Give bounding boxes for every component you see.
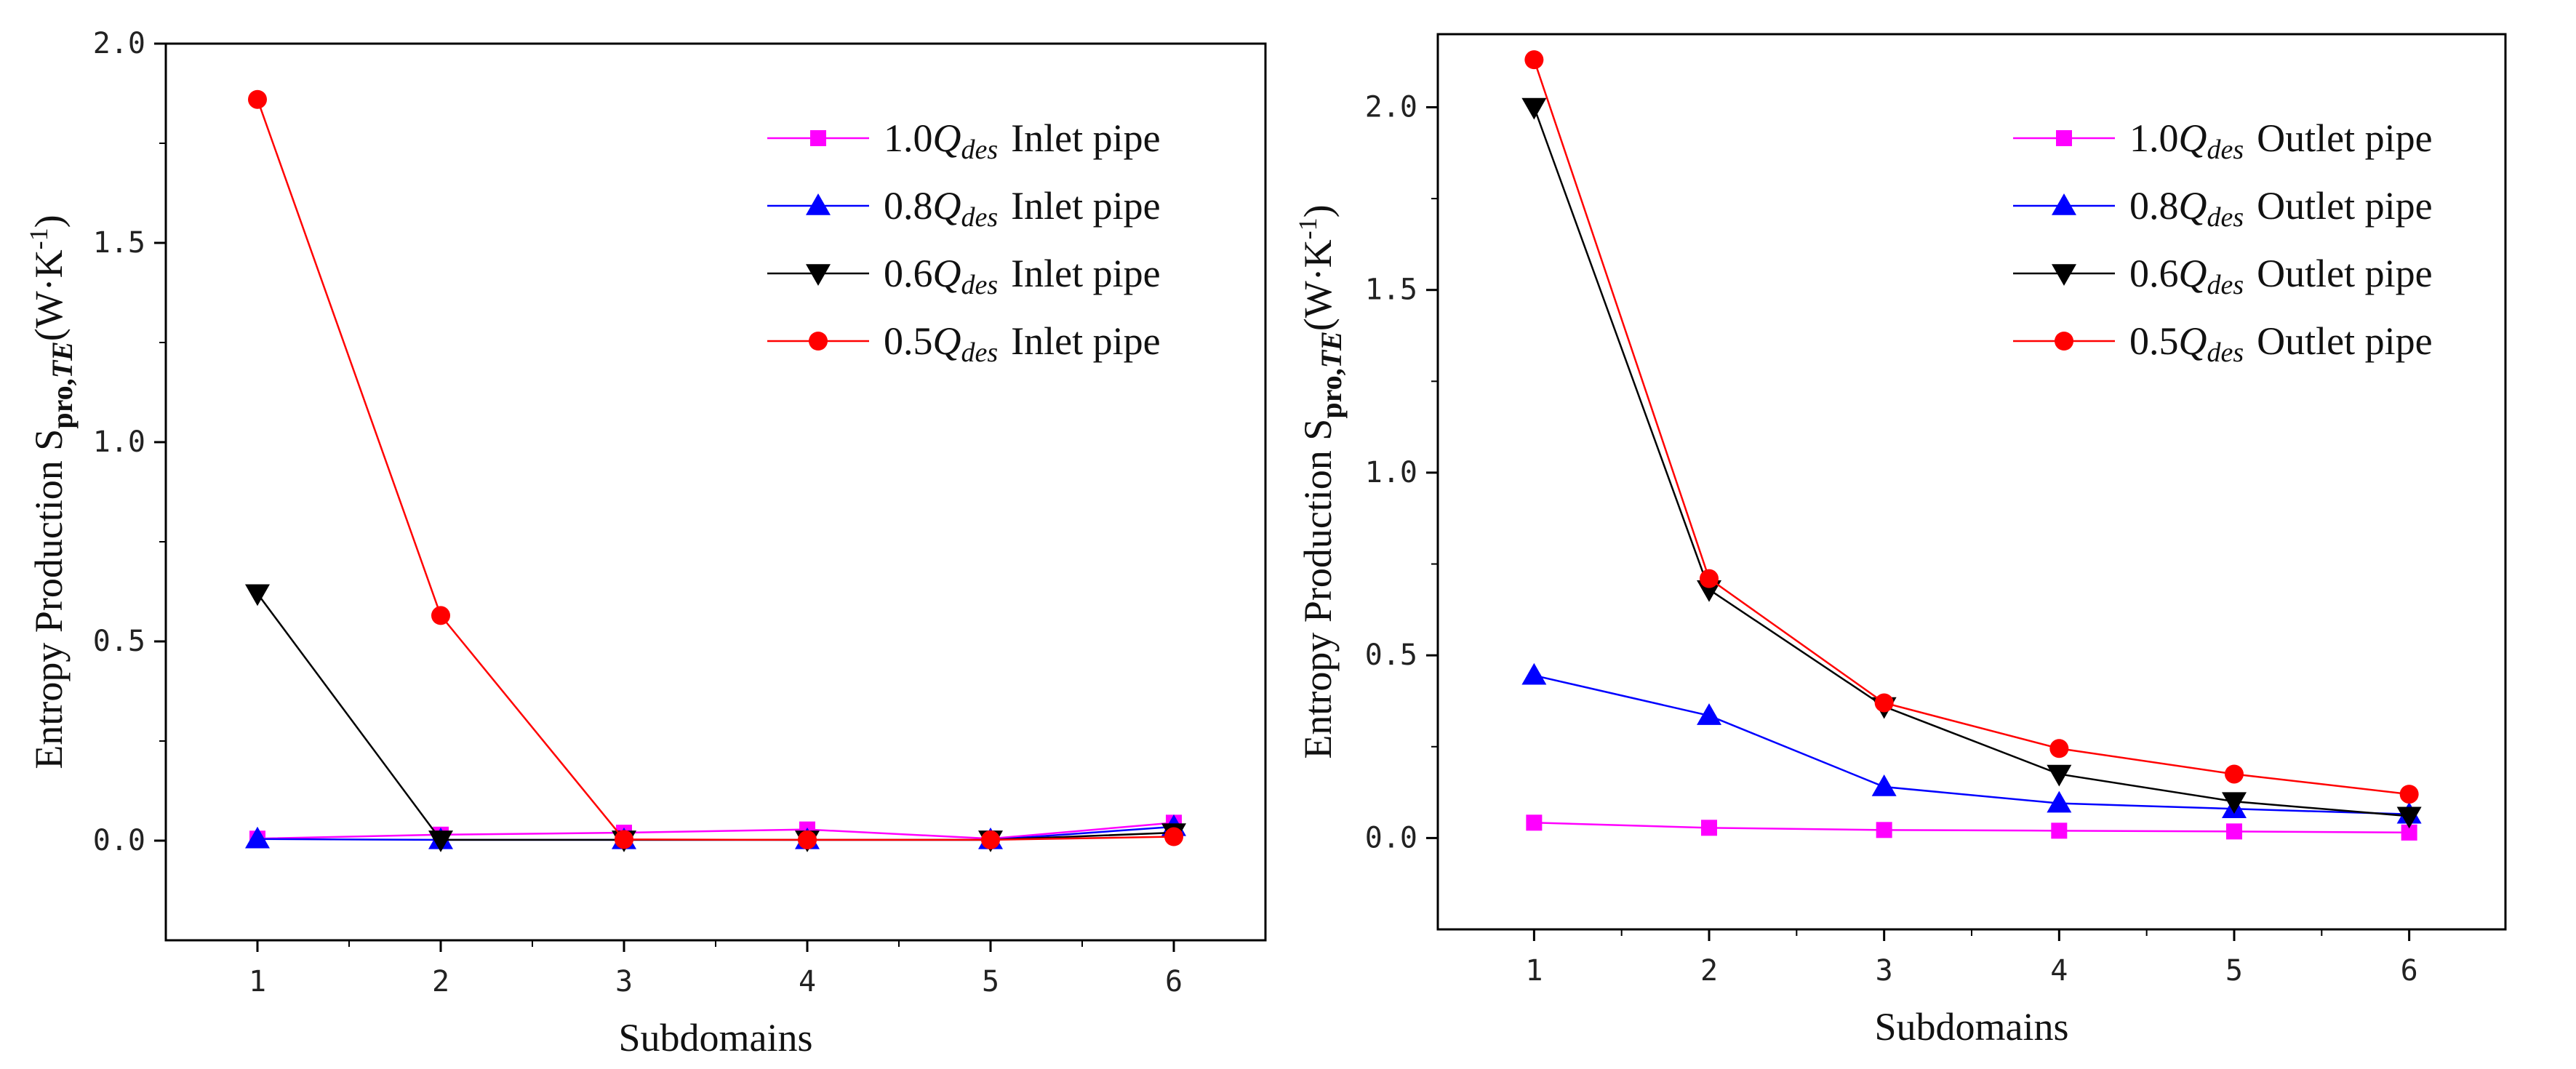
- series-0_5: [248, 89, 1183, 849]
- x-tick-label: 1: [249, 965, 266, 998]
- series-line: [257, 822, 1175, 840]
- data-point: [245, 826, 270, 849]
- y-tick-label: 1.0: [93, 425, 145, 459]
- legend-item: 0.6Qdes Inlet pipe: [767, 252, 1161, 300]
- legend-marker: [806, 264, 831, 286]
- data-point: [2051, 822, 2068, 839]
- data-point: [2396, 806, 2422, 829]
- legend-label: 0.8Qdes Inlet pipe: [884, 184, 1161, 233]
- legend: 1.0Qdes Inlet pipe 0.8Qdes Inlet pipe 0.6Qde…: [767, 116, 1161, 368]
- data-point: [428, 830, 453, 852]
- series-line: [256, 99, 1175, 841]
- data-point: [1524, 50, 1544, 70]
- y-tick-label: 0.0: [1365, 821, 1417, 854]
- legend: 1.0Qdes Outlet pipe 0.8Qdes Outlet pipe 0.6Q…: [2013, 116, 2433, 368]
- legend-marker: [806, 193, 831, 215]
- legend-item: 1.0Qdes Inlet pipe: [767, 116, 1161, 165]
- x-tick-label: 3: [615, 965, 633, 998]
- legend-marker: [2052, 193, 2076, 215]
- series-line: [1533, 107, 2409, 817]
- legend-item: 0.8Qdes Inlet pipe: [767, 184, 1161, 233]
- series-0_6: [245, 584, 1186, 852]
- data-point: [1526, 814, 1543, 831]
- legend-label: 0.5Qdes Inlet pipe: [884, 319, 1161, 368]
- legend-label: 0.6Qdes Inlet pipe: [884, 252, 1161, 300]
- legend-marker: [2056, 130, 2072, 146]
- data-point: [2224, 764, 2244, 784]
- data-point: [2047, 790, 2072, 813]
- data-point: [1871, 774, 1897, 796]
- legend-item: 0.5Qdes Inlet pipe: [767, 319, 1161, 368]
- legend-marker: [810, 130, 826, 146]
- legend-marker: [2052, 264, 2076, 286]
- y-tick-label: 0.5: [93, 625, 145, 658]
- data-point: [1521, 97, 1547, 120]
- data-point: [1164, 827, 1183, 846]
- y-tick-label: 2.0: [93, 27, 145, 60]
- series-0_8: [1521, 662, 2422, 824]
- x-tick-label: 1: [1525, 954, 1543, 988]
- data-point: [981, 830, 1000, 849]
- series-1_0: [249, 814, 1182, 847]
- y-tick-label: 0.5: [1365, 638, 1417, 672]
- x-tick-label: 2: [432, 965, 449, 998]
- legend-item: 0.5Qdes Outlet pipe: [2013, 319, 2433, 368]
- data-point: [1701, 820, 1718, 836]
- legend-label: 1.0Qdes Outlet pipe: [2129, 116, 2433, 165]
- data-point: [1874, 693, 1894, 713]
- data-point: [2401, 824, 2417, 841]
- x-tick-label: 4: [799, 965, 816, 998]
- x-tick-label: 6: [2401, 954, 2418, 988]
- legend-label: 0.6Qdes Outlet pipe: [2129, 252, 2433, 300]
- series-line: [1534, 822, 2409, 834]
- y-tick-label: 1.5: [1365, 273, 1417, 307]
- series-1_0: [1526, 814, 2417, 841]
- legend-marker: [809, 332, 828, 351]
- x-tick-label: 2: [1700, 954, 1718, 988]
- data-point: [2399, 785, 2419, 804]
- x-axis-title: Subdomains: [1874, 1005, 2068, 1049]
- y-tick-label: 0.0: [93, 824, 145, 857]
- legend-label: 1.0Qdes Inlet pipe: [884, 116, 1161, 165]
- chart-panel-2: 0.0 0.5 1.0 1.5 2.0 1 2 3 4 5 6 Subdomains Entropy P…: [1293, 33, 2507, 1049]
- chart-panel-1: 0.0 0.5 1.0 1.5 2.0 1 2 3 4 5 6 Subdomains Entropy P…: [24, 27, 1267, 1060]
- series-line: [256, 593, 1175, 841]
- data-point: [2047, 764, 2072, 787]
- data-point: [1700, 569, 1719, 588]
- x-tick-label: 5: [2225, 954, 2243, 988]
- series-line: [1533, 59, 2409, 796]
- y-axis-title: Entropy Production Spro,TE(W·K-1): [24, 215, 79, 769]
- x-tick-label: 3: [1876, 954, 1893, 988]
- data-point: [615, 830, 633, 849]
- y-axis-title: Entropy Production Spro,TE(W·K-1): [1293, 204, 1348, 758]
- data-point: [248, 89, 267, 109]
- data-point: [1697, 703, 1722, 725]
- series-line: [1534, 674, 2409, 815]
- series-0_5: [1524, 50, 2419, 804]
- legend-item: 1.0Qdes Outlet pipe: [2013, 116, 2433, 165]
- data-point: [1521, 662, 1547, 685]
- data-point: [431, 606, 450, 625]
- legend-label: 0.8Qdes Outlet pipe: [2129, 184, 2433, 233]
- legend-item: 0.8Qdes Outlet pipe: [2013, 184, 2433, 233]
- x-tick-label: 5: [982, 965, 999, 998]
- data-point: [2221, 792, 2247, 814]
- y-tick-label: 1.0: [1365, 456, 1417, 489]
- x-tick-label: 6: [1165, 965, 1183, 998]
- plot-frame: [164, 42, 1267, 942]
- data-point: [245, 584, 270, 606]
- data-point: [2049, 739, 2069, 758]
- data-point: [1876, 822, 1892, 838]
- legend-item: 0.6Qdes Outlet pipe: [2013, 252, 2433, 300]
- legend-label: 0.5Qdes Outlet pipe: [2129, 319, 2433, 368]
- y-tick-label: 2.0: [1365, 90, 1417, 124]
- data-point: [798, 830, 817, 849]
- x-axis-title: Subdomains: [618, 1016, 812, 1060]
- legend-marker: [2055, 332, 2073, 351]
- y-tick-label: 1.5: [93, 226, 145, 260]
- data-point: [2225, 823, 2242, 840]
- x-tick-label: 4: [2050, 954, 2068, 988]
